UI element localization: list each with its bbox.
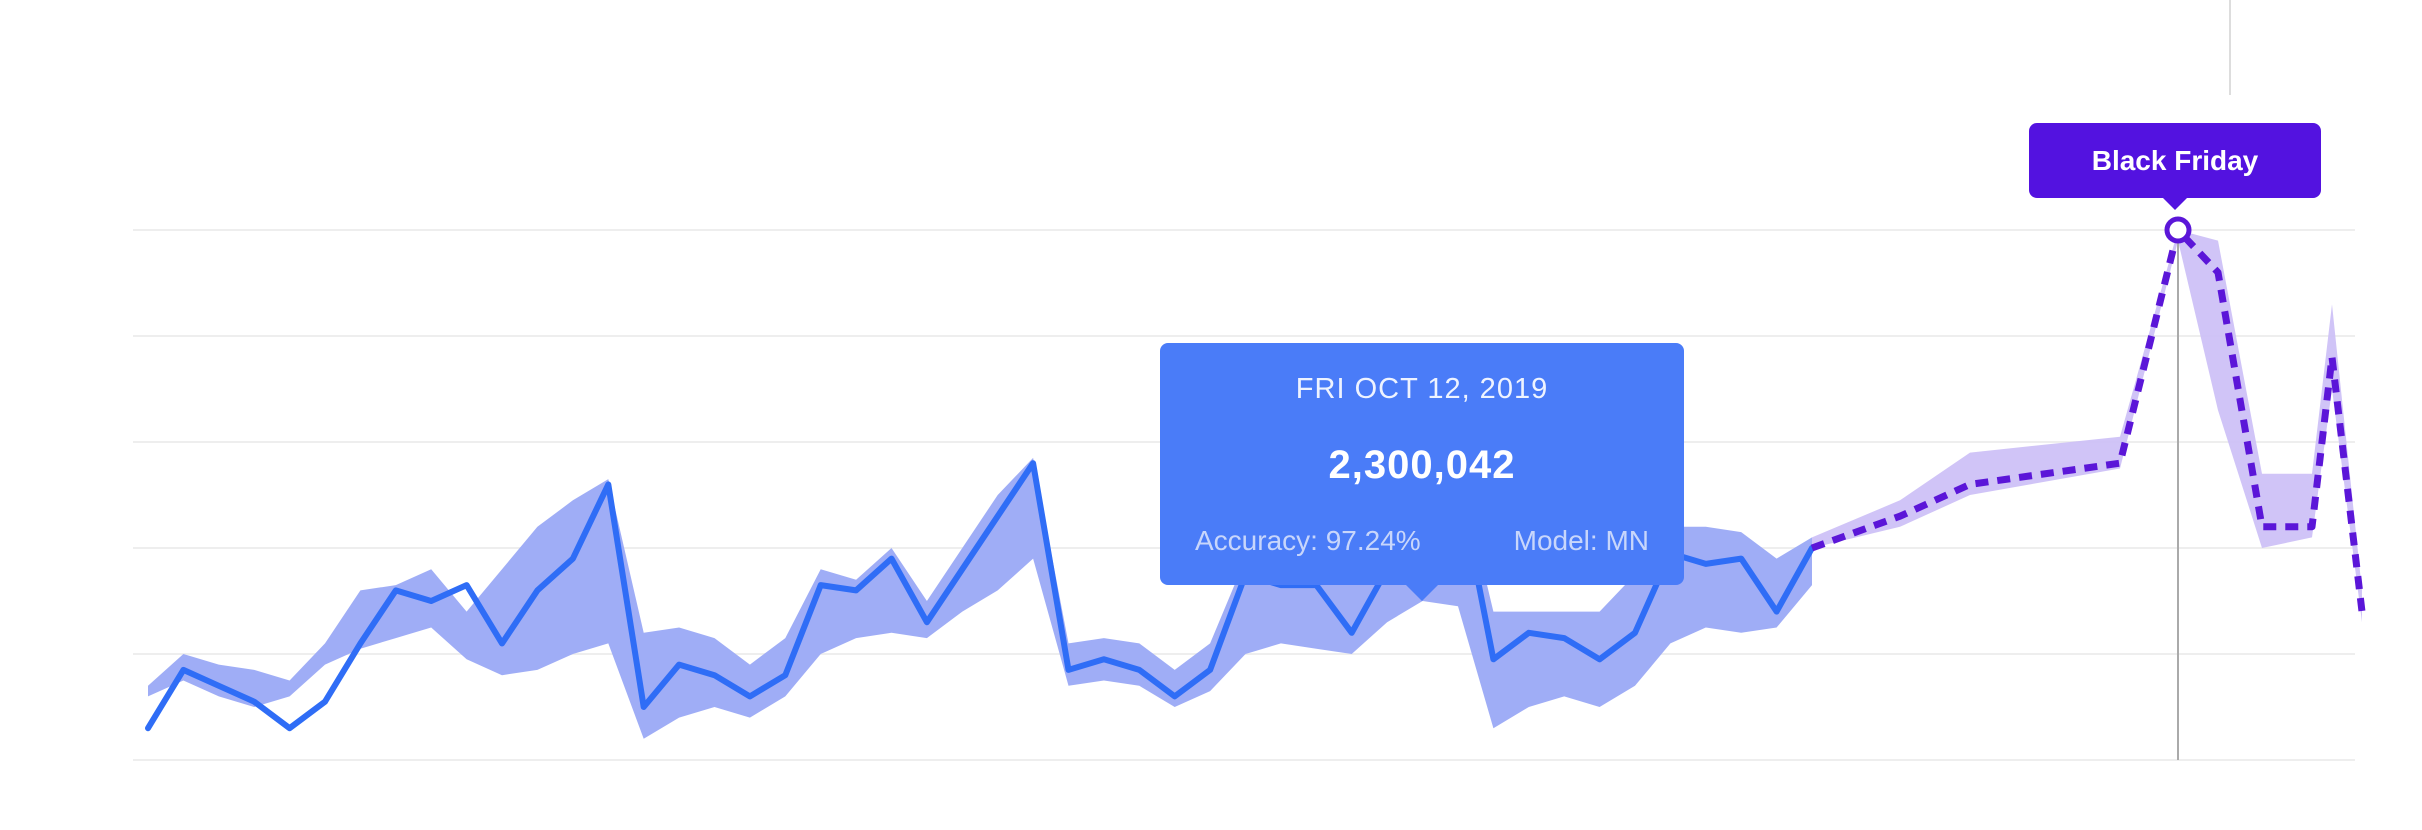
tooltip-meta: Accuracy: 97.24% Model: MN — [1195, 525, 1649, 557]
tooltip-value: 2,300,042 — [1328, 443, 1516, 487]
black-friday-label: Black Friday — [2029, 123, 2321, 210]
event-peak-point — [2164, 216, 2192, 244]
forecast-confidence-band — [1812, 230, 2362, 623]
tooltip-accuracy: Accuracy: 97.24% — [1195, 525, 1421, 556]
forecast-series-line — [1810, 226, 2366, 613]
actual-series-line — [145, 460, 1815, 732]
tooltip-date: FRI OCT 12, 2019 — [1295, 373, 1549, 405]
data-point-tooltip: FRI OCT 12, 2019 2,300,042 Accuracy: 97.… — [1160, 343, 1684, 601]
tooltip-model: Model: MN — [1513, 525, 1649, 556]
